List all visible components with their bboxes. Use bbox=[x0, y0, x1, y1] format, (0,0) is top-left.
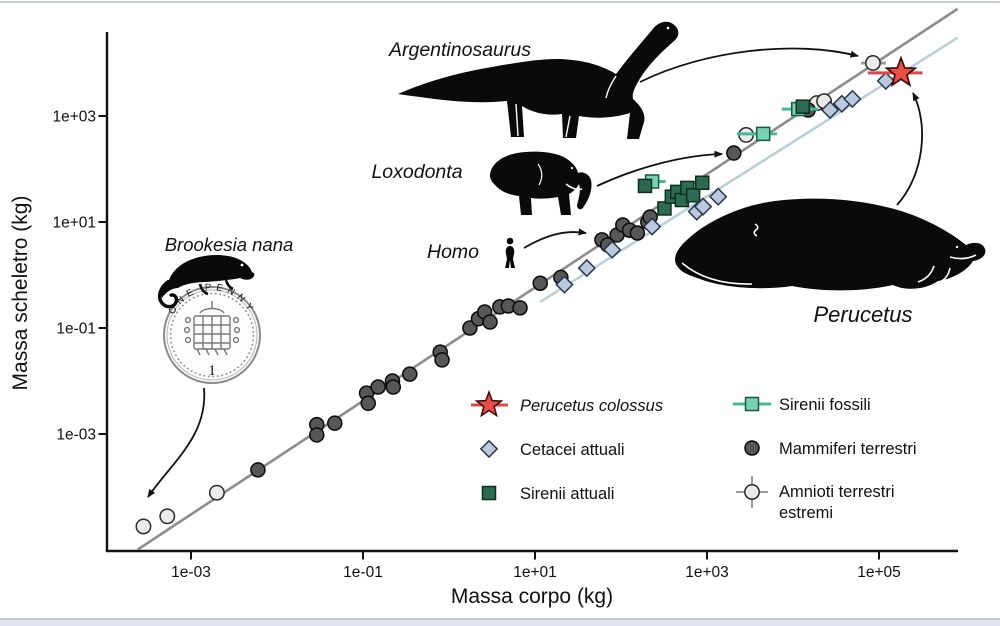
svg-text:1e+01: 1e+01 bbox=[513, 564, 557, 581]
annotation-arrows bbox=[147, 47, 923, 498]
label-brookesia: Brookesia nana bbox=[165, 234, 294, 255]
legend-diamond-icon bbox=[479, 439, 499, 459]
legend-label-amnioti-line1: Amnioti terrestri bbox=[779, 483, 895, 501]
legend-square-teal-icon bbox=[744, 396, 760, 412]
point-cetacei-attuali bbox=[709, 187, 728, 206]
point-mammiferi-terrestri bbox=[327, 415, 343, 431]
data-points bbox=[135, 55, 923, 535]
legend-label-mammiferi: Mammiferi terrestri bbox=[779, 440, 917, 458]
point-mammiferi-terrestri bbox=[434, 352, 450, 368]
point-mammiferi-terrestri bbox=[385, 379, 402, 395]
x-axis-title: Massa corpo (kg) bbox=[451, 585, 613, 608]
label-homo: Homo bbox=[427, 241, 479, 263]
point-cetacei-attuali bbox=[577, 258, 596, 278]
point-sirenii-attuali bbox=[637, 178, 653, 194]
legend-label-sirenii-fossili: Sirenii fossili bbox=[779, 396, 871, 414]
point-mammiferi-terrestri bbox=[726, 145, 742, 161]
legend-label-amnioti-line2: estremi bbox=[779, 504, 833, 522]
point-mammiferi-terrestri bbox=[532, 275, 548, 291]
point-sirenii-fossili bbox=[755, 126, 771, 142]
arrow-perucetus bbox=[896, 92, 923, 206]
point-cetacei-attuali bbox=[876, 71, 896, 91]
point-mammiferi-terrestri bbox=[309, 427, 325, 443]
svg-text:1e+03: 1e+03 bbox=[52, 109, 96, 126]
legend-circle-light-icon bbox=[744, 484, 760, 500]
svg-text:1e-03: 1e-03 bbox=[171, 564, 211, 581]
x-axis-ticks: 1e-03 1e-01 1e+01 1e+03 1e+05 bbox=[171, 551, 901, 581]
point-amnioti-terrestri-estremi bbox=[864, 55, 881, 71]
point-mammiferi-terrestri bbox=[360, 395, 376, 412]
legend-circle-dark-icon bbox=[744, 440, 760, 456]
svg-text:1e-01: 1e-01 bbox=[343, 564, 383, 581]
chameleon-eye bbox=[240, 263, 244, 267]
point-cetacei-attuali bbox=[555, 275, 574, 294]
coin-portcullis bbox=[183, 301, 241, 356]
svg-text:1e-01: 1e-01 bbox=[56, 321, 96, 338]
point-amnioti-terrestri-estremi bbox=[135, 518, 152, 535]
svg-text:1e-03: 1e-03 bbox=[56, 427, 96, 444]
point-mammiferi-terrestri bbox=[402, 366, 418, 382]
label-perucetus: Perucetus bbox=[813, 302, 912, 327]
coin-denomination: 1 bbox=[208, 363, 216, 379]
svg-text:1e+01: 1e+01 bbox=[52, 215, 96, 232]
legend-label-cetacei: Cetacei attuali bbox=[520, 441, 625, 459]
brookesia-silhouette bbox=[157, 254, 255, 309]
point-mammiferi-terrestri bbox=[482, 314, 498, 330]
chameleon-tail bbox=[157, 279, 179, 309]
perucetus-silhouette bbox=[675, 198, 986, 291]
point-mammiferi-terrestri bbox=[512, 300, 528, 316]
point-mammiferi-terrestri bbox=[629, 225, 646, 241]
point-sirenii-attuali bbox=[657, 201, 672, 216]
legend-label-sirenii-attuali: Sirenii attuali bbox=[520, 485, 614, 503]
point-perucetus-colossus bbox=[884, 55, 918, 88]
point-cetacei-attuali bbox=[820, 100, 840, 120]
elephant-ear bbox=[537, 163, 543, 186]
plot-axes: 1e-03 1e-01 1e+01 1e+03 1e+05 1e+031e+011e-0… bbox=[9, 32, 958, 608]
svg-text:1e+05: 1e+05 bbox=[857, 564, 901, 581]
page-background-strip bbox=[0, 620, 1000, 626]
arrow-loxodonta bbox=[596, 150, 723, 187]
point-cetacei-attuali bbox=[602, 240, 622, 259]
point-amnioti-terrestri-estremi bbox=[208, 484, 225, 501]
point-sirenii-attuali bbox=[694, 175, 710, 191]
homo-silhouette bbox=[505, 237, 515, 268]
point-cetacei-attuali bbox=[843, 89, 862, 109]
whale-eye bbox=[955, 245, 959, 249]
dinosaur-eye bbox=[666, 26, 670, 30]
arrow-brookesia bbox=[147, 387, 206, 498]
point-mammiferi-terrestri bbox=[250, 462, 266, 478]
point-mammiferi-terrestri bbox=[370, 379, 386, 395]
chart-legend: Perucetus colossus Cetacei attuali Siren… bbox=[471, 389, 917, 522]
elephant-eye bbox=[570, 166, 574, 170]
coin-illustration: ONE PENNY 1 bbox=[163, 282, 261, 384]
point-cetacei-attuali bbox=[642, 217, 662, 236]
label-argentinosaurus: Argentinosaurus bbox=[388, 39, 531, 61]
elephant-tusk bbox=[565, 183, 583, 191]
legend-label-perucetus-colossus: Perucetus colossus bbox=[520, 397, 663, 415]
legend-star-icon bbox=[474, 389, 504, 418]
y-axis-title: Massa scheletro (kg) bbox=[9, 196, 32, 391]
point-cetacei-attuali bbox=[693, 197, 713, 216]
point-sirenii-attuali bbox=[685, 187, 701, 203]
loxodonta-silhouette bbox=[490, 151, 592, 215]
legend-square-darkgreen-icon bbox=[481, 485, 497, 501]
label-loxodonta: Loxodonta bbox=[371, 161, 462, 183]
svg-text:1e+03: 1e+03 bbox=[685, 564, 729, 581]
y-axis-ticks: 1e+03 1e+01 1e-01 1e-03 bbox=[52, 109, 107, 444]
argentinosaurus-silhouette bbox=[398, 21, 679, 139]
image-frame-bottom bbox=[0, 618, 1000, 620]
point-amnioti-terrestri-estremi bbox=[159, 508, 176, 525]
arrow-homo bbox=[523, 228, 587, 249]
image-frame-top bbox=[0, 1, 1000, 3]
point-sirenii-attuali bbox=[795, 99, 811, 114]
arrow-argentinosaurus bbox=[639, 47, 859, 83]
